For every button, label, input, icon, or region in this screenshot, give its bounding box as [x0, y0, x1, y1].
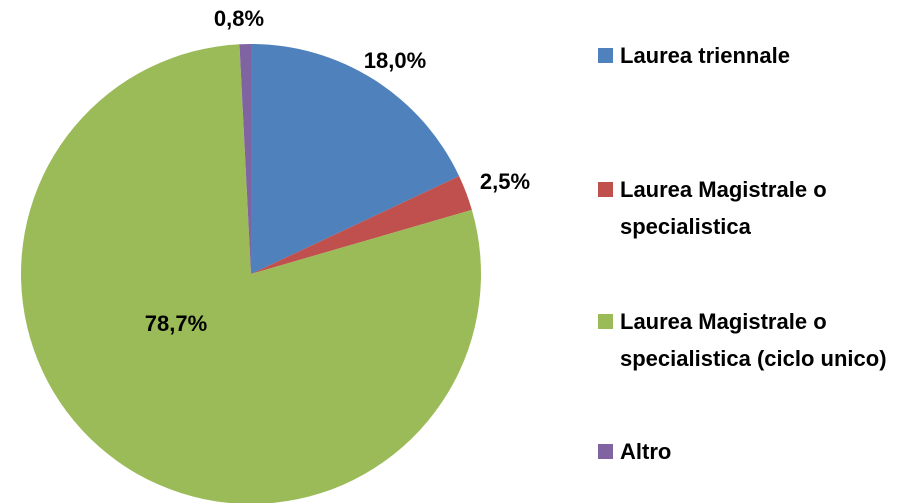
legend-label: Laurea triennale — [620, 43, 790, 68]
data-label: 0,8% — [214, 6, 264, 31]
legend-swatch — [598, 444, 613, 459]
legend-item: Altro — [598, 433, 898, 470]
pie-slice — [251, 176, 472, 274]
legend-item: Laurea Magistrale o specialistica — [598, 171, 898, 245]
legend-swatch — [598, 48, 613, 63]
legend-item: Laurea triennale — [598, 37, 898, 74]
pie-slice — [251, 44, 460, 274]
legend-swatch — [598, 182, 613, 197]
pie-slice — [21, 44, 481, 503]
legend-swatch — [598, 314, 613, 329]
pie-slice — [239, 44, 251, 274]
legend-label: Laurea Magistrale o specialistica (ciclo… — [620, 309, 887, 371]
data-label: 2,5% — [480, 169, 530, 194]
legend-label: Laurea Magistrale o specialistica — [620, 177, 827, 239]
legend-label: Altro — [620, 439, 672, 464]
legend-item: Laurea Magistrale o specialistica (ciclo… — [598, 303, 898, 377]
data-label: 18,0% — [364, 48, 426, 73]
data-label: 78,7% — [145, 311, 207, 336]
